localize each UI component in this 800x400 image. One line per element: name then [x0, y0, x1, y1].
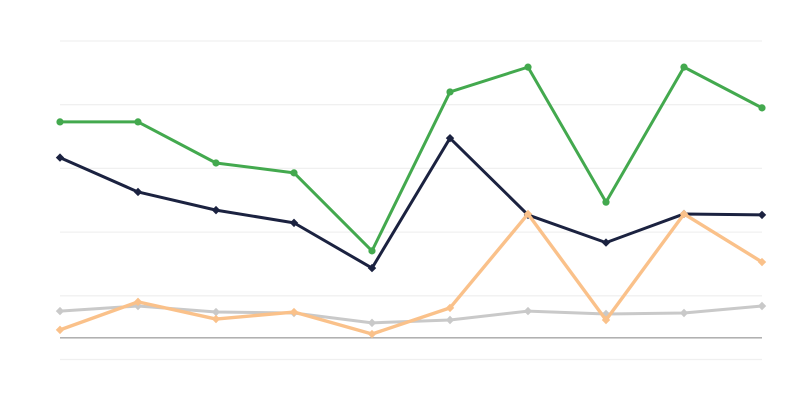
series-orange-point-8: [601, 315, 611, 325]
series-navy-point-5: [367, 263, 377, 273]
series-gray-point-9: [679, 308, 689, 318]
series-gray-point-6: [445, 315, 455, 325]
series-green-point-8: [602, 198, 610, 206]
series-navy-point-6: [445, 133, 455, 143]
series-navy-point-3: [211, 205, 221, 215]
series-green-point-10: [758, 104, 766, 112]
series-navy-point-8: [601, 238, 611, 247]
series-orange-point-5: [367, 329, 377, 339]
series-navy-point-1: [55, 153, 65, 162]
series-gray-point-10: [757, 301, 767, 311]
series-gray-point-3: [211, 307, 221, 317]
series-green-point-4: [290, 169, 298, 177]
series-orange-point-3: [211, 314, 221, 324]
series-navy-point-10: [757, 210, 767, 220]
series-navy: [55, 133, 767, 273]
series-green-point-7: [524, 63, 532, 71]
series-green-line: [58, 65, 764, 253]
series-green-point-2: [134, 118, 142, 126]
series-navy-point-2: [133, 187, 143, 197]
y-gridlines: [60, 40, 762, 361]
series-green-point-9: [680, 63, 688, 71]
series-green-point-1: [56, 118, 64, 126]
series-navy-line: [58, 136, 764, 270]
series-green-point-6: [446, 88, 454, 96]
series-orange-line: [58, 212, 764, 336]
series-orange-point-6: [445, 303, 455, 313]
series-orange-point-1: [55, 325, 65, 335]
series-orange: [55, 209, 767, 339]
series-navy-point-4: [289, 218, 299, 228]
series-gray-point-7: [523, 306, 533, 316]
series-gray-point-5: [367, 318, 377, 328]
series-orange-point-7: [523, 209, 533, 219]
series-orange-point-2: [133, 297, 143, 307]
series-green-point-3: [212, 159, 220, 167]
series-green-point-5: [368, 247, 376, 255]
series-orange-point-9: [679, 209, 689, 219]
series-orange-point-10: [757, 257, 767, 267]
series-gray-point-1: [55, 306, 65, 316]
series-orange-point-4: [289, 307, 299, 317]
series-green: [56, 63, 766, 255]
